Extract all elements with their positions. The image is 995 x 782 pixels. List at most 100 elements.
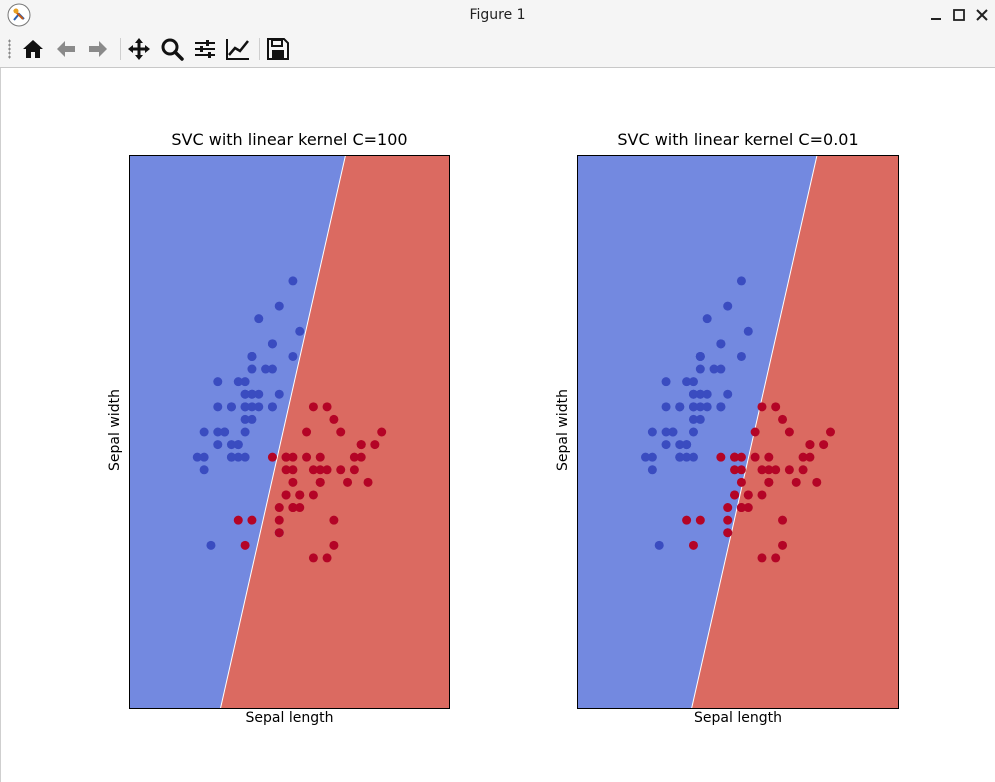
data-point-class0 [688,414,698,424]
data-point-class1 [798,452,808,462]
data-point-class1 [349,465,359,475]
pan-button[interactable] [125,35,153,63]
data-point-class0 [254,389,264,399]
app-icon [7,3,31,27]
data-point-class1 [736,477,746,487]
data-point-class0 [247,351,257,361]
data-point-class1 [784,465,794,475]
maximize-icon[interactable] [950,6,968,24]
data-point-class1 [730,452,740,462]
data-point-class1 [764,477,774,487]
data-point-class0 [213,402,223,412]
data-point-class0 [654,540,664,550]
data-point-class0 [661,440,671,450]
data-point-class0 [199,465,209,475]
data-point-class0 [736,276,746,286]
axes-frame [129,155,450,709]
data-point-class1 [315,452,325,462]
data-point-class0 [709,364,719,374]
data-point-class0 [688,452,698,462]
window-title: Figure 1 [469,7,526,23]
data-point-class1 [274,528,284,538]
data-point-class0 [695,402,705,412]
data-point-class0 [213,377,223,387]
data-point-class1 [743,490,753,500]
data-point-class0 [240,377,250,387]
data-point-class1 [805,440,815,450]
edit-axes-button[interactable] [224,35,252,63]
data-point-class1 [723,528,733,538]
data-point-class0 [267,339,277,349]
toolbar-separator [120,38,121,60]
data-point-class1 [315,477,325,487]
data-point-class0 [702,314,712,324]
data-point-class0 [723,389,733,399]
x-axis-label: Sepal length [245,710,334,726]
data-point-class0 [213,440,223,450]
data-point-class0 [675,452,685,462]
data-point-class1 [343,477,353,487]
data-point-class1 [791,477,801,487]
data-point-class1 [356,440,366,450]
arrow-left-icon [57,41,75,57]
data-point-class1 [288,477,298,487]
x-axis-label: Sepal length [694,710,782,726]
data-point-class0 [716,364,726,374]
data-point-class0 [267,364,277,374]
data-point-class0 [254,402,264,412]
scatter-plot-c100[interactable] [129,154,450,710]
data-point-class0 [661,427,671,437]
forward-button[interactable] [84,35,112,63]
data-point-class1 [240,540,250,550]
data-point-class1 [805,452,815,462]
toolbar [0,30,995,68]
home-button[interactable] [19,35,47,63]
data-point-class1 [274,515,284,525]
configure-subplots-button[interactable] [191,35,219,63]
data-point-class0 [688,402,698,412]
plot-title: SVC with linear kernel C=0.01 [617,130,859,149]
magnifier-icon [161,38,184,61]
data-point-class1 [281,465,291,475]
data-point-class0 [695,364,705,374]
data-point-class0 [226,452,236,462]
window-titlebar: Figure 1 [0,0,995,30]
data-point-class0 [288,276,298,286]
data-point-class1 [308,490,318,500]
data-point-class0 [206,540,216,550]
data-point-class0 [226,402,236,412]
data-point-class1 [812,477,822,487]
data-point-class1 [288,452,298,462]
data-point-class1 [771,465,781,475]
zoom-button[interactable] [158,35,186,63]
data-point-class0 [695,414,705,424]
data-point-class1 [819,440,829,450]
data-point-class0 [743,326,753,336]
data-point-class0 [682,377,692,387]
data-point-class1 [308,553,318,563]
y-axis-label: Sepal width [555,389,571,471]
close-icon[interactable] [973,6,991,24]
data-point-class1 [757,553,767,563]
data-point-class0 [675,440,685,450]
data-point-class1 [295,490,305,500]
figure-canvas[interactable]: SVC with linear kernel C=100 Sepal lengt… [0,68,995,782]
data-point-class1 [302,452,312,462]
back-button[interactable] [52,35,80,63]
data-point-class1 [370,440,380,450]
data-point-class1 [322,465,332,475]
toolbar-grip[interactable] [8,39,11,59]
data-point-class1 [377,427,387,437]
sliders-icon [195,40,215,58]
data-point-class0 [702,389,712,399]
data-point-class1 [329,540,339,550]
data-point-class1 [329,414,339,424]
data-point-class0 [247,414,257,424]
save-button[interactable] [264,35,292,63]
scatter-plot-c001[interactable] [577,154,899,710]
data-point-class1 [757,465,767,475]
data-point-class1 [764,465,774,475]
data-point-class1 [274,503,284,513]
minimize-icon[interactable] [927,6,945,24]
data-point-class1 [288,465,298,475]
